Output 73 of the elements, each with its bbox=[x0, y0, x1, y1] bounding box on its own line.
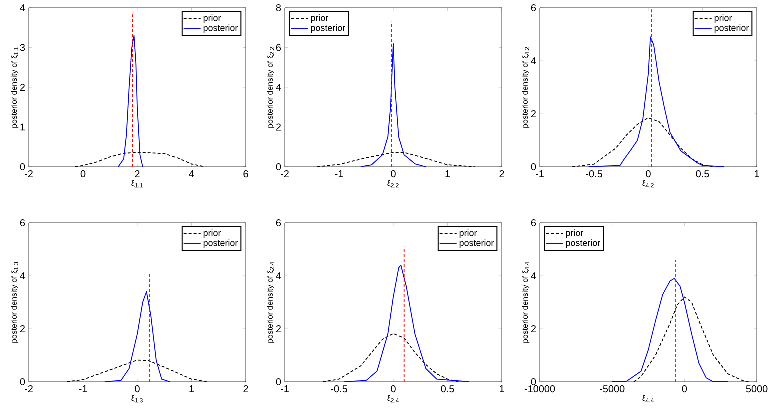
legend-label: prior bbox=[204, 14, 222, 24]
x-tick-label: 0.5 bbox=[696, 170, 710, 178]
y-tick-label: 4 bbox=[531, 58, 536, 64]
y-tick-label: 2 bbox=[276, 326, 281, 332]
x-tick-label: 1 bbox=[190, 386, 194, 392]
legend-label: posterior bbox=[460, 240, 494, 248]
y-tick-label: 2 bbox=[531, 110, 536, 118]
x-tick-label: -5000 bbox=[600, 386, 625, 393]
y-tick-label: 6 bbox=[276, 219, 282, 227]
x-tick-label: -1 bbox=[536, 170, 544, 178]
x-tick-label: 2 bbox=[135, 170, 140, 178]
legend-label: posterior bbox=[311, 24, 346, 34]
y-tick-label: 3 bbox=[20, 44, 26, 52]
x-tick-label: 0 bbox=[391, 386, 396, 393]
y-tick-label: 6 bbox=[531, 4, 536, 12]
y-tick-label: 2 bbox=[276, 124, 281, 131]
y-tick-label: 4 bbox=[20, 272, 26, 280]
y-tick-label: 2 bbox=[531, 326, 536, 332]
y-tick-label: 0 bbox=[276, 163, 282, 171]
x-tick-label: 2 bbox=[244, 386, 248, 392]
y-tick-label: 2 bbox=[20, 84, 25, 91]
y-tick-label: 2 bbox=[20, 326, 25, 332]
x-tick-label: -2 bbox=[25, 386, 33, 392]
line-series bbox=[118, 35, 144, 167]
y-tick-label: 0 bbox=[20, 163, 26, 171]
y-tick-label: 4 bbox=[531, 272, 536, 280]
legend-label: prior bbox=[311, 14, 329, 24]
line-series bbox=[360, 43, 427, 167]
x-tick-label: -0.5 bbox=[586, 170, 602, 178]
x-tick-label: -2 bbox=[25, 170, 33, 178]
y-tick-label: 0 bbox=[531, 378, 536, 386]
y-tick-label: 4 bbox=[276, 84, 282, 91]
y-tick-label: 1 bbox=[20, 124, 26, 131]
x-tick-label: 0 bbox=[80, 170, 86, 178]
legend-label: prior bbox=[714, 14, 732, 24]
y-tick-label: 6 bbox=[276, 44, 282, 52]
x-tick-label: 4 bbox=[189, 170, 194, 178]
x-tick-label: -1 bbox=[79, 386, 88, 392]
legend-label: prior bbox=[204, 230, 222, 238]
x-tick-label: 6 bbox=[244, 170, 248, 178]
x-tick-label: 1 bbox=[500, 386, 504, 392]
line-series bbox=[344, 264, 470, 382]
x-tick-label: -1 bbox=[281, 386, 289, 392]
legend-label: posterior bbox=[204, 240, 238, 248]
x-tick-label: 5000 bbox=[746, 386, 768, 393]
x-tick-label: 0 bbox=[135, 386, 140, 393]
y-tick-label: 4 bbox=[276, 272, 282, 280]
y-tick-label: 0 bbox=[20, 378, 26, 386]
x-tick-label: 0.5 bbox=[441, 386, 454, 393]
y-tick-label: 6 bbox=[531, 219, 536, 227]
legend-label: posterior bbox=[714, 24, 750, 34]
x-tick-label: -10000 bbox=[524, 386, 556, 393]
x-tick-label: 1 bbox=[446, 170, 450, 178]
x-tick-label: 0 bbox=[682, 386, 688, 393]
x-tick-label: 1 bbox=[755, 170, 760, 178]
x-tick-label: 0 bbox=[391, 170, 396, 178]
legend-label: posterior bbox=[204, 24, 238, 34]
x-tick-label: 2 bbox=[500, 170, 504, 178]
x-tick-label: -2 bbox=[281, 170, 289, 178]
legend-label: prior bbox=[460, 230, 478, 238]
x-tick-label: -1 bbox=[335, 170, 344, 178]
legend-label: posterior bbox=[566, 240, 600, 248]
line-series bbox=[612, 278, 729, 382]
y-tick-label: 8 bbox=[276, 4, 282, 12]
y-tick-label: 0 bbox=[276, 378, 282, 386]
line-series bbox=[588, 36, 725, 167]
legend-label: prior bbox=[566, 230, 584, 238]
line-series bbox=[104, 291, 171, 382]
y-tick-label: 6 bbox=[20, 219, 26, 227]
y-tick-label: 0 bbox=[531, 163, 536, 171]
x-tick-label: -0.5 bbox=[331, 386, 348, 393]
x-tick-label: 0 bbox=[646, 170, 651, 178]
y-tick-label: 4 bbox=[20, 4, 26, 12]
